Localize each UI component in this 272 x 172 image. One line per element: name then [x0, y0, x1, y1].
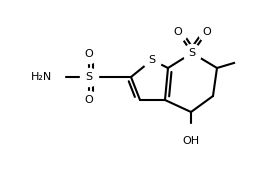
Text: S: S: [188, 48, 196, 58]
Text: O: O: [85, 95, 93, 105]
Text: H₂N: H₂N: [31, 72, 52, 82]
Text: S: S: [149, 55, 156, 65]
Text: O: O: [174, 27, 182, 37]
Text: O: O: [85, 49, 93, 59]
Text: O: O: [203, 27, 211, 37]
Text: S: S: [85, 72, 92, 82]
Text: OH: OH: [183, 136, 200, 146]
